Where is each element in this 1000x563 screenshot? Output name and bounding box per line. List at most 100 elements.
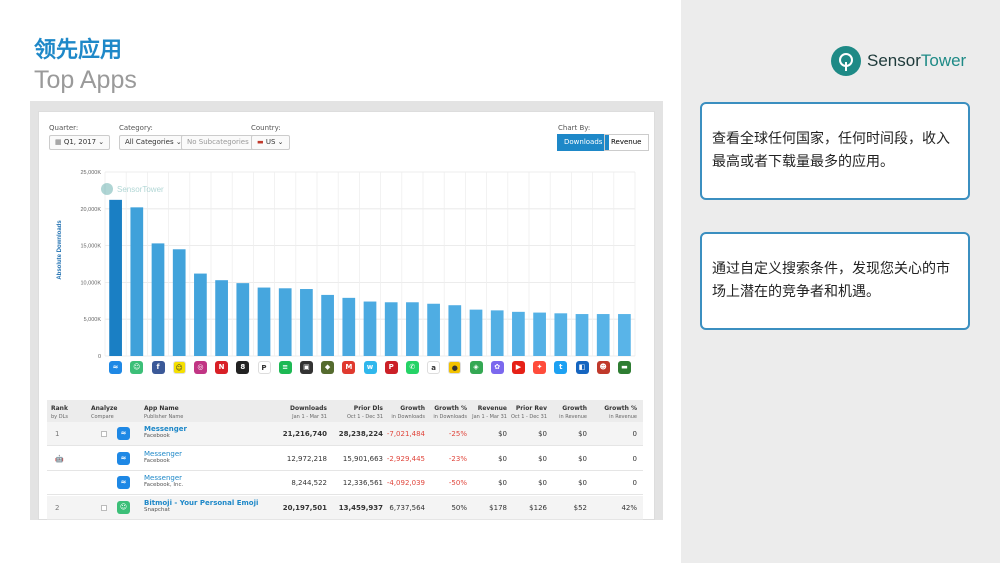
pandora-app-icon[interactable]: P (257, 361, 271, 374)
column-header[interactable]: Growth in Revenue (547, 405, 587, 421)
bar[interactable] (490, 310, 504, 356)
column-header[interactable]: Growth % in Downloads (427, 405, 467, 421)
column-header[interactable]: Rank by DLs (51, 405, 81, 421)
bar[interactable] (427, 303, 440, 356)
bar[interactable] (363, 301, 377, 356)
messenger-app-icon[interactable]: ≈ (109, 361, 123, 374)
y-tick-label: 0 (98, 354, 101, 360)
column-header[interactable]: Analyze Compare (91, 405, 121, 421)
column-subtitle: Compare (91, 414, 114, 420)
column-title: Revenue (477, 405, 507, 412)
bar[interactable] (533, 312, 546, 356)
bar[interactable] (321, 294, 334, 356)
twitter-app-icon[interactable]: t (554, 361, 568, 374)
table-row[interactable]: 🤖 ≈ Messenger Facebook 12,972,218 15,901,663-… (47, 447, 643, 471)
whatsapp-app-icon[interactable]: ✆ (405, 361, 419, 374)
bar[interactable] (512, 311, 525, 356)
amazon-app-icon[interactable]: a (427, 361, 441, 374)
bar[interactable] (448, 305, 462, 356)
column-header[interactable]: Growth % in Revenue (599, 405, 637, 421)
game-app-app-icon[interactable]: ◆ (321, 361, 335, 374)
android-icon: 🤖 (55, 454, 64, 463)
column-subtitle: in Downloads (391, 414, 425, 420)
bar[interactable] (596, 314, 610, 356)
downloads-chart: 25,000K 20,000K 15,000K 10,000K 5,000K 0 Sens… (57, 170, 636, 360)
bar[interactable] (278, 288, 292, 356)
downloads-toggle[interactable]: Downloads (557, 134, 610, 151)
wish-app-icon[interactable]: w (363, 361, 377, 374)
app-name-link[interactable]: Bitmoji - Your Personal Emoji (144, 498, 259, 507)
bar[interactable] (469, 309, 483, 356)
column-header[interactable]: Revenue Jan 1 - Mar 31 (467, 405, 507, 421)
bar[interactable] (236, 283, 250, 356)
revenue-toggle[interactable]: Revenue (604, 134, 649, 151)
category-label: Category: (119, 124, 153, 132)
game-green-app-icon[interactable]: ▬ (617, 361, 631, 374)
bar[interactable] (257, 287, 271, 356)
snapchat-app-icon[interactable]: ☺ (172, 361, 186, 374)
bar[interactable] (406, 302, 419, 356)
column-header[interactable]: Growth in Downloads (385, 405, 425, 421)
bar[interactable] (215, 280, 228, 356)
bar[interactable] (575, 314, 589, 356)
game-puzzle-app-icon[interactable]: ◧ (575, 361, 589, 374)
category-select[interactable]: All Categories ⌄ (119, 135, 188, 150)
growth-pct-cell: -50% (448, 479, 467, 487)
prior-cell: 15,901,663 (342, 454, 383, 463)
compare-checkbox[interactable] (101, 504, 107, 511)
netflix-app-icon[interactable]: N (215, 361, 229, 374)
column-header[interactable]: App Name Publisher Name (144, 405, 264, 421)
revenue-cell: $178 (489, 503, 507, 512)
bar[interactable] (618, 314, 631, 356)
compare-checkbox[interactable] (101, 431, 107, 437)
bar[interactable] (194, 273, 207, 356)
subcategory-select[interactable]: No Subcategories (181, 135, 255, 150)
page-title-en: Top Apps (34, 66, 137, 94)
column-header[interactable]: Prior Rev Oct 1 - Dec 31 (507, 405, 547, 421)
column-title: Prior Rev (515, 405, 547, 412)
bar[interactable] (151, 243, 165, 356)
bar[interactable] (384, 302, 398, 356)
quarter-select[interactable]: ▦ Q1, 2017 ⌄ (49, 135, 111, 150)
info-box-text: 通过自定义搜索条件，发现您关心的市场上潜在的竞争者和机遇。 (712, 261, 950, 300)
column-header[interactable]: Prior Dls Oct 1 - Dec 31 (335, 405, 383, 421)
google-maps-app-icon[interactable]: ◈ (469, 361, 483, 374)
bitmoji-app-icon[interactable]: ☺ (130, 361, 144, 374)
bar[interactable] (300, 289, 313, 356)
bar[interactable] (109, 199, 122, 356)
bar[interactable] (554, 313, 568, 356)
column-title: Prior Dls (353, 405, 383, 412)
bar[interactable] (130, 207, 144, 356)
watermark-text: SensorTower (117, 185, 164, 194)
sensortower-logo: SensorTower (831, 46, 966, 76)
country-select[interactable]: ▬ US ⌄ (251, 135, 290, 150)
photo-app-app-icon[interactable]: ▣ (299, 361, 313, 374)
game-red-app-icon[interactable]: ✦ (533, 361, 547, 374)
messenger-app-icon: ≈ (117, 451, 130, 465)
app-name-link[interactable]: Messenger (144, 449, 183, 458)
game-bubbles-app-icon[interactable]: ✿ (490, 361, 504, 374)
column-title: Growth (400, 405, 425, 412)
facebook-app-icon[interactable]: f (151, 361, 165, 374)
quarter-label: Quarter: (49, 124, 79, 132)
youtube-app-icon[interactable]: ▶ (511, 361, 525, 374)
app-name-link[interactable]: Messenger (144, 425, 187, 433)
spotify-app-icon[interactable]: ≡ (278, 361, 292, 374)
game-character-app-icon[interactable]: ☻ (596, 361, 610, 374)
pinterest-app-icon[interactable]: P (384, 361, 398, 374)
instagram-app-icon[interactable]: ◎ (193, 361, 207, 374)
bar[interactable] (342, 297, 356, 356)
8-ball-pool-app-icon[interactable]: 8 (236, 361, 250, 374)
table-row[interactable]: ≈ Messenger Facebook, Inc. 8,244,522 12,336,… (47, 471, 643, 495)
chartby-label: Chart By: (558, 124, 591, 132)
y-tick-label: 20,000K (81, 207, 102, 213)
column-subtitle: Oct 1 - Dec 31 (346, 414, 383, 420)
game-chicken-app-icon[interactable]: ● (448, 361, 462, 374)
bar[interactable] (172, 249, 186, 356)
table-row[interactable]: 2 ☺ Bitmoji - Your Personal Emoji Snapchat 2… (47, 495, 643, 520)
column-header[interactable]: Downloads Jan 1 - Mar 31 (277, 405, 327, 421)
super-mario-app-icon[interactable]: M (342, 361, 356, 374)
app-name-link[interactable]: Messenger (144, 474, 183, 482)
publisher-name: Facebook (144, 433, 170, 439)
table-row[interactable]: 1 ≈ Messenger Facebook 21,216,740 28,238,224-… (47, 422, 643, 446)
